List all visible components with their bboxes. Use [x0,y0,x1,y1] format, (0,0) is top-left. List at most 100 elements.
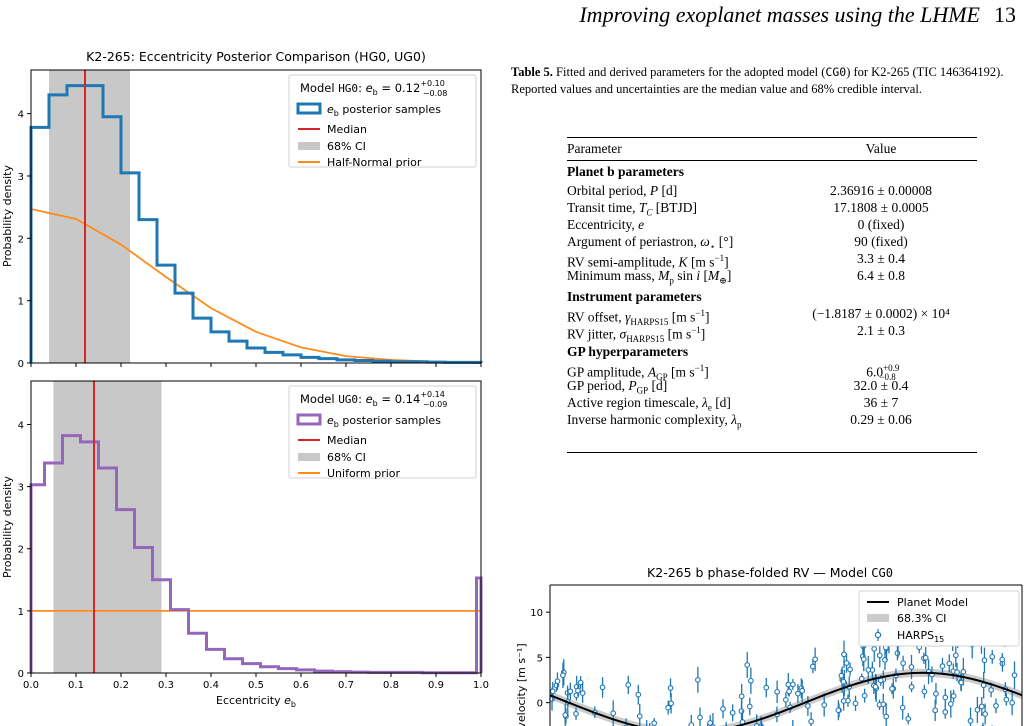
running-header: Improving exoplanet masses using the LHM… [579,2,1016,28]
rv-figure: K2-265 b phase-folded RV — Model CG0 10 5… [515,566,1023,726]
rv-point [668,700,674,707]
y-ticks: 0 1 2 3 4 [18,110,31,370]
rv-point [876,652,883,659]
legend: Model HG0: eb = 0.12+0.10 −0.08 eb poster… [288,74,477,169]
table-row: GP amplitude, AGP [m s−1] 6.0+0.9−0.8 [567,363,900,383]
rv-point [933,690,939,697]
rv-point [989,653,996,660]
table-caption-label: Table 5. [511,65,553,79]
legend-title: Model HG0: eb = 0.12+0.10 −0.08 [300,79,447,98]
table-caption: Table 5. Fitted and derived parameters f… [511,64,1017,98]
table-row: Transit time, TC [BTJD] 17.1808 ± 0.0005 [567,200,929,218]
rv-point [847,666,853,673]
table-row: Inverse harmonic complexity, λp 0.29 ± 0.… [567,412,912,430]
page-number: 13 [994,2,1016,27]
rv-point [774,688,780,695]
column-header: Parameter [567,141,622,156]
legend-entry: 68% CI [327,451,366,464]
rv-point [858,675,865,682]
rv-point [908,683,915,690]
x-tick-label: 0.6 [293,680,309,691]
rv-point [974,707,981,713]
rv-point [843,660,850,666]
rv-point [821,702,828,708]
x-tick-label: 0.9 [428,680,444,691]
x-tick-label: 0.8 [383,680,399,691]
rv-point [946,660,953,667]
rv-point [695,677,701,683]
rv-point [635,691,642,698]
x-tick-label: 0.0 [23,680,39,691]
rv-point [908,664,915,670]
rv-point [567,688,574,695]
rv-point [744,662,751,668]
y-axis-label: Probability density [1,165,14,267]
rv-point [905,715,912,722]
rv-point [575,687,581,694]
rv-point [872,683,879,690]
rv-point [577,679,584,686]
figure-title: K2-265: Eccentricity Posterior Compariso… [86,49,426,64]
legend-entry: Planet Model [897,596,968,609]
rv-point [799,687,806,694]
rv-point [883,713,890,720]
rv-point [922,654,929,661]
rv-point [786,688,793,695]
rv-point [980,682,987,689]
y-tick-label: 0 [18,669,24,680]
x-ticks [30,363,482,367]
legend-entry: Median [327,123,367,136]
rv-point [860,656,867,663]
running-title: Improving exoplanet masses using the LHM… [579,2,980,27]
rv-point [838,672,845,679]
rv-point [877,677,884,684]
rv-point [812,656,818,663]
legend-entry: Uniform prior [327,467,401,480]
rv-point [954,669,960,676]
rv-point [720,705,726,712]
rv-point [697,714,703,721]
parameter-table: Parameter Value Planet b parameters Orbi… [567,137,977,453]
rv-point [1011,672,1018,678]
rv-point [967,717,974,724]
rv-point [810,663,816,670]
section-title: Planet b parameters [567,164,684,179]
rv-point [999,656,1006,663]
rv-point [942,709,949,715]
rv-point [763,684,770,691]
legend-entry: HARPS15 [897,629,944,644]
rv-figure-title: K2-265 b phase-folded RV — Model CG0 [647,566,893,580]
table-row: RV semi-amplitude, K [m s−1] 3.3 ± 0.4 [567,251,905,270]
y-tick-label: 5 [537,653,543,664]
rv-point [921,688,928,695]
x-tick-label: 0.7 [338,680,354,691]
rv-point [899,704,906,711]
top-panel: 0 1 2 3 4 Probability density Model HG0: eb … [1,69,483,370]
rv-point [783,696,789,703]
legend-entry: 68% CI [327,140,366,153]
table-caption-text: Fitted and derived parameters for the ad… [511,65,1004,96]
x-tick-label: 0.2 [113,680,129,691]
rv-point [790,681,796,688]
rv-point [880,701,887,708]
rv-point [738,693,745,700]
legend-entry: Half-Normal prior [327,156,422,169]
rv-point [871,646,878,652]
x-tick-label: 0.3 [158,680,174,691]
legend-entry: eb posterior samples [327,414,441,429]
table-row: GP period, PGP [d] 32.0 ± 0.4 [567,378,909,396]
rv-point [1009,699,1015,706]
planet-model-curve [549,671,1023,726]
rv-point [785,681,792,688]
rv-point [667,685,674,691]
y-tick-label: 2 [18,234,24,245]
rv-point [841,651,847,658]
y-tick-label: 10 [530,608,543,619]
rv-point [549,688,556,695]
x-tick-label: 1.0 [473,680,489,691]
rv-point [840,678,847,685]
rv-point [795,690,801,697]
rv-point [988,687,994,693]
